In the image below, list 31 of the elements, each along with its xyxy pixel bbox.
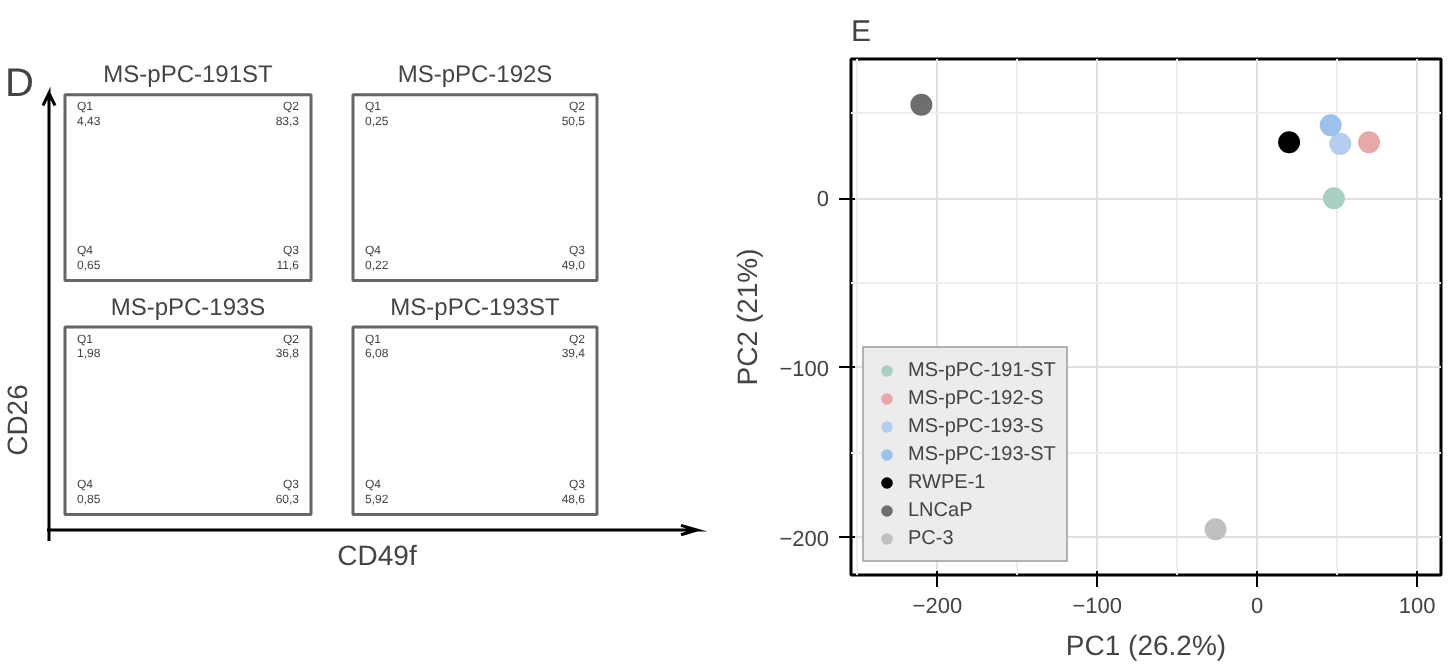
y-tick-label: −100 — [779, 357, 830, 382]
chart-title: E — [851, 15, 872, 49]
point — [1329, 132, 1352, 155]
text: CD49f — [337, 538, 417, 571]
text: MS-pPC-192S — [397, 60, 553, 89]
x-tick-label: −100 — [1072, 595, 1123, 619]
x-axis-title: PC1 (26.2%) — [1065, 629, 1227, 661]
legend-label: MS-pPC-193-S — [908, 414, 1044, 438]
legend-label: RWPE-1 — [908, 470, 986, 494]
text: MS-pPC-191ST — [103, 60, 275, 89]
point — [910, 93, 933, 116]
text: MS-pPC-193S — [110, 292, 266, 321]
legend-label: LNCaP — [908, 498, 973, 522]
point — [1358, 131, 1381, 154]
x-tick-label: 100 — [1398, 595, 1436, 619]
y-axis-title: PC2 (21%) — [731, 248, 764, 386]
point — [1204, 518, 1227, 541]
point — [1319, 114, 1342, 137]
point — [1322, 187, 1345, 210]
point — [1278, 131, 1301, 154]
legend-label: MS-pPC-191-ST — [908, 358, 1056, 382]
text: CD26 — [1, 383, 33, 456]
y-tick-label: −200 — [779, 527, 830, 552]
legend-label: MS-pPC-192-S — [908, 386, 1044, 410]
text: MS-pPC-193ST — [390, 292, 562, 321]
x-tick-label: 0 — [1251, 595, 1264, 619]
legend-label: PC-3 — [908, 526, 954, 550]
legend-label: MS-pPC-193-ST — [908, 442, 1056, 466]
x-tick-label: −200 — [912, 595, 963, 619]
y-tick-label: 0 — [816, 188, 830, 213]
text: D — [5, 62, 34, 107]
